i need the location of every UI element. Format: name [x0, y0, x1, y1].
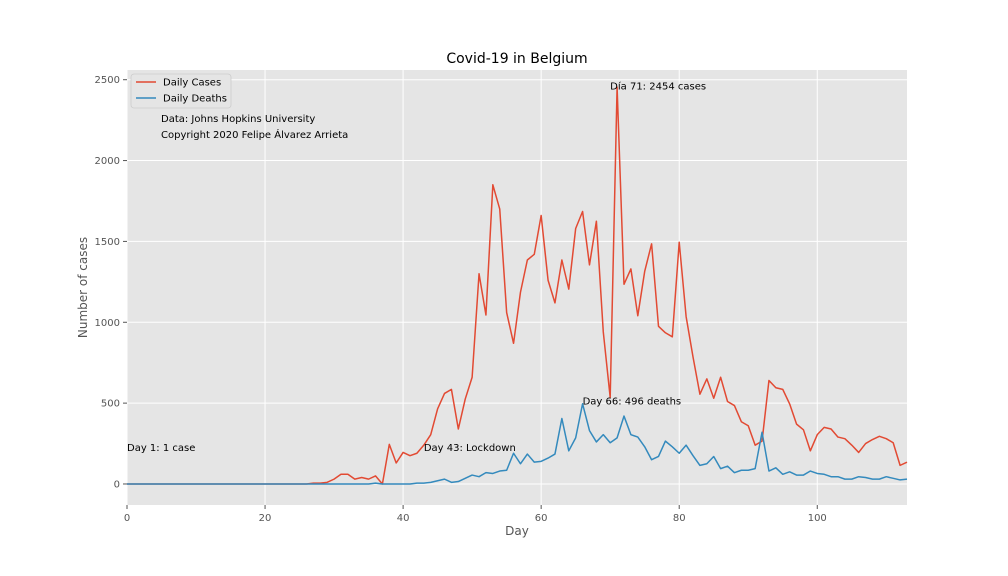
y-tick-label: 0 [114, 479, 120, 490]
y-axis-ticks: 0 500 1000 1500 2000 2500 [95, 75, 127, 490]
annotations: Día 71: 2454 cases Day 66: 496 deaths Day … [127, 80, 706, 453]
annotation-label: Day 1: 1 case [127, 443, 195, 454]
grid-lines [126, 70, 907, 505]
credit-text: Copyright 2020 Felipe Álvarez Arrieta [161, 128, 348, 141]
credit-text: Data: Johns Hopkins University [161, 114, 315, 125]
x-tick-label: 100 [808, 513, 827, 524]
series-line-daily-deaths [127, 403, 908, 485]
legend: Daily Cases Daily Deaths Data: Johns Hopki… [130, 73, 348, 141]
y-tick-label: 2000 [95, 156, 120, 167]
annotation-label: Día 71: 2454 cases [610, 80, 706, 92]
x-tick-label: 60 [535, 513, 548, 524]
plot-area [127, 70, 907, 505]
x-axis-ticks: 0 20 40 60 80 100 [124, 505, 827, 524]
x-tick-label: 80 [673, 513, 686, 524]
chart-title: Covid-19 in Belgium [446, 51, 587, 67]
series-lines [127, 86, 908, 485]
y-axis-label: Number of cases [76, 237, 90, 338]
annotation-label: Day 43: Lockdown [424, 443, 516, 454]
legend-label: Daily Deaths [163, 94, 227, 105]
y-tick-label: 1000 [95, 318, 120, 329]
y-tick-label: 1500 [95, 237, 120, 248]
x-tick-label: 0 [124, 513, 130, 524]
x-tick-label: 20 [259, 513, 272, 524]
annotation-label: Day 66: 496 deaths [583, 397, 682, 408]
x-axis-label: Day [505, 524, 529, 538]
x-tick-label: 40 [397, 513, 410, 524]
legend-label: Daily Cases [163, 78, 221, 89]
y-tick-label: 2500 [95, 75, 120, 86]
y-tick-label: 500 [101, 399, 120, 410]
